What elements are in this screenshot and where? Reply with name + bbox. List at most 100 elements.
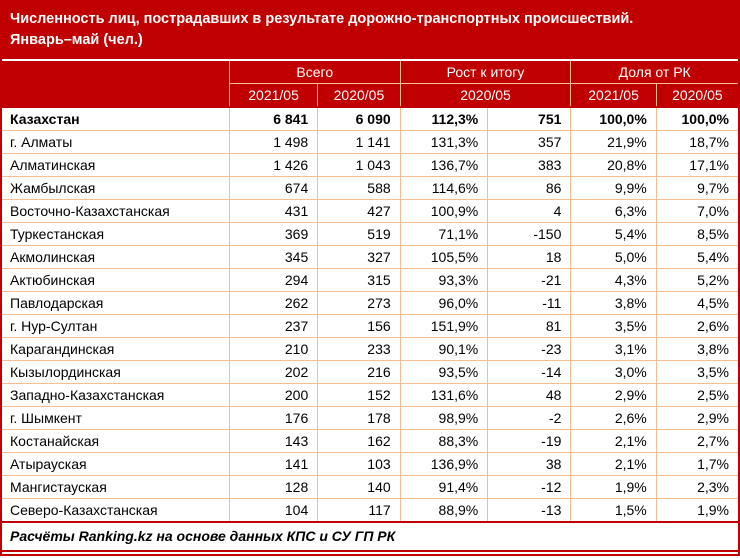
cell-value: 369 <box>228 221 319 246</box>
table-row: Западно-Казахстанская 200 152 131,6% 48 2,9% 2… <box>2 382 738 407</box>
cell-value: -150 <box>487 221 572 246</box>
cell-value: 674 <box>228 175 319 200</box>
cell-value: 2,1% <box>570 451 657 476</box>
region-name: Северо-Казахстанская <box>2 497 230 521</box>
region-name: Акмолинская <box>2 244 230 269</box>
cell-value: 93,3% <box>399 267 489 292</box>
header-group-row: Всего Рост к итогу Доля от РК <box>2 60 738 108</box>
cell-value: 114,6% <box>399 175 489 200</box>
table-row: Павлодарская 262 273 96,0% -11 3,8% 4,5% <box>2 290 738 315</box>
cell-value: 98,9% <box>399 405 489 430</box>
cell-value: 141 <box>228 451 319 476</box>
report-title-line1: Численность лиц, пострадавших в результа… <box>10 11 634 27</box>
col-group-total: Всего <box>228 60 401 84</box>
cell-value: 1 043 <box>317 152 401 177</box>
cell-value: 2,3% <box>655 474 738 499</box>
cell-value: -21 <box>487 267 572 292</box>
cell-value: 3,8% <box>655 336 738 361</box>
period-header-2: 2020/05 <box>399 83 572 108</box>
region-name: Атырауская <box>2 451 230 476</box>
region-name: Мангистауская <box>2 474 230 499</box>
cell-value: 200 <box>228 382 319 407</box>
cell-value: 3,0% <box>570 359 657 384</box>
table-row: Северо-Казахстанская 104 117 88,9% -13 1,5% 1,… <box>2 497 738 521</box>
cell-value: 152 <box>317 382 401 407</box>
cell-value: 100,0% <box>655 106 738 131</box>
region-name: Павлодарская <box>2 290 230 315</box>
cell-value: 2,9% <box>655 405 738 430</box>
cell-value: 6,3% <box>570 198 657 223</box>
cell-value: -11 <box>487 290 572 315</box>
corner-cell <box>2 60 230 108</box>
cell-value: 48 <box>487 382 572 407</box>
cell-value: -12 <box>487 474 572 499</box>
cell-value: 86 <box>487 175 572 200</box>
report-title-line2: Январь–май (чел.) <box>10 32 143 48</box>
cell-value: 3,1% <box>570 336 657 361</box>
cell-value: 112,3% <box>399 106 489 131</box>
cell-value: 233 <box>317 336 401 361</box>
cell-value: 136,7% <box>399 152 489 177</box>
cell-value: -13 <box>487 497 572 521</box>
region-name: Западно-Казахстанская <box>2 382 230 407</box>
col-group-share: Доля от РК <box>570 60 738 84</box>
cell-value: 5,0% <box>570 244 657 269</box>
cell-value: 8,5% <box>655 221 738 246</box>
table-row: Атырауская 141 103 136,9% 38 2,1% 1,7% <box>2 451 738 476</box>
cell-value: 3,5% <box>570 313 657 338</box>
cell-value: 7,0% <box>655 198 738 223</box>
cell-value: 237 <box>228 313 319 338</box>
header-period-row: 2021/05 2020/05 2020/05 2021/05 2020/05 <box>2 83 738 108</box>
cell-value: -23 <box>487 336 572 361</box>
cell-value: -19 <box>487 428 572 453</box>
cell-value: 588 <box>317 175 401 200</box>
cell-value: 2,1% <box>570 428 657 453</box>
region-name: Карагандинская <box>2 336 230 361</box>
cell-value: 216 <box>317 359 401 384</box>
region-name: Кызылординская <box>2 359 230 384</box>
cell-value: 136,9% <box>399 451 489 476</box>
cell-value: 9,7% <box>655 175 738 200</box>
cell-value: 20,8% <box>570 152 657 177</box>
table-row: Жамбылская 674 588 114,6% 86 9,9% 9,7% <box>2 175 738 200</box>
period-header-4: 2020/05 <box>655 83 738 108</box>
cell-value: 357 <box>487 129 572 154</box>
cell-value: 262 <box>228 290 319 315</box>
cell-value: 17,1% <box>655 152 738 177</box>
col-group-growth: Рост к итогу <box>399 60 572 84</box>
cell-value: 4,3% <box>570 267 657 292</box>
cell-value: 315 <box>317 267 401 292</box>
cell-value: 2,6% <box>655 313 738 338</box>
region-name: г. Алматы <box>2 129 230 154</box>
cell-value: 18,7% <box>655 129 738 154</box>
table-row: Восточно-Казахстанская 431 427 100,9% 4 6,3% 7… <box>2 198 738 223</box>
region-name: Алматинская <box>2 152 230 177</box>
region-name: Казахстан <box>2 106 230 131</box>
cell-value: 519 <box>317 221 401 246</box>
cell-value: 1 141 <box>317 129 401 154</box>
cell-value: 71,1% <box>399 221 489 246</box>
cell-value: 1,9% <box>655 497 738 521</box>
cell-value: 21,9% <box>570 129 657 154</box>
cell-value: 117 <box>317 497 401 521</box>
cell-value: 103 <box>317 451 401 476</box>
cell-value: 3,8% <box>570 290 657 315</box>
region-name: Восточно-Казахстанская <box>2 198 230 223</box>
report-title: Численность лиц, пострадавших в результа… <box>2 2 738 59</box>
table-row: г. Шымкент 176 178 98,9% -2 2,6% 2,9% <box>2 405 738 430</box>
cell-value: -14 <box>487 359 572 384</box>
cell-value: 176 <box>228 405 319 430</box>
period-header-3: 2021/05 <box>570 83 657 108</box>
table-row: г. Нур-Султан 237 156 151,9% 81 3,5% 2,6% <box>2 313 738 338</box>
cell-value: 4,5% <box>655 290 738 315</box>
cell-value: 88,3% <box>399 428 489 453</box>
cell-value: 202 <box>228 359 319 384</box>
cell-value: 18 <box>487 244 572 269</box>
period-header-1: 2020/05 <box>317 83 401 108</box>
cell-value: 5,4% <box>655 244 738 269</box>
cell-value: 151,9% <box>399 313 489 338</box>
cell-value: 4 <box>487 198 572 223</box>
source-note: Расчёты Ranking.kz на основе данных КПС … <box>2 521 738 552</box>
cell-value: 1,9% <box>570 474 657 499</box>
cell-value: 1,7% <box>655 451 738 476</box>
